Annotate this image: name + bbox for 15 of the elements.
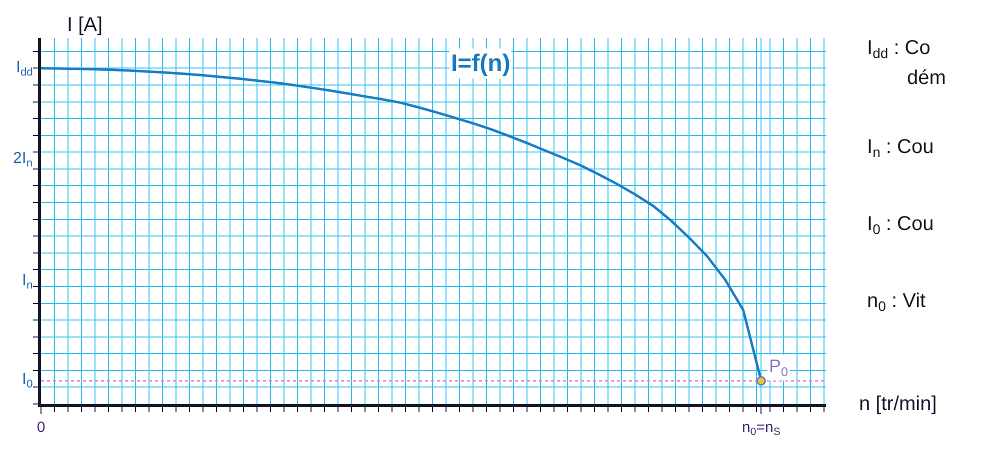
annotation: I$_{dd}$ (16, 59, 33, 78)
annotation: I$_{n}$ (22, 272, 33, 292)
text: I$_{dd}$ : Co (867, 37, 930, 62)
x-tick-label: 0 (36, 419, 46, 436)
text: n$_{0}$ : Vit (867, 290, 926, 314)
x-axis-title: n [tr/min] (859, 393, 937, 415)
annotation: P$_{0}$ (769, 356, 788, 379)
annotation: 2I$_{n}$ (13, 150, 33, 170)
y-axis-title: I [A] (67, 14, 103, 36)
text: I$_{0}$ : Cou (867, 213, 934, 238)
x-tick-label: n$_{0}$=n$_{S}$ (742, 419, 780, 438)
text: dém (907, 67, 946, 89)
chart-title: I=f(n) (451, 50, 510, 77)
annotation: I$_{0}$ (22, 371, 33, 390)
text: I$_{n}$ : Cou (867, 136, 934, 160)
